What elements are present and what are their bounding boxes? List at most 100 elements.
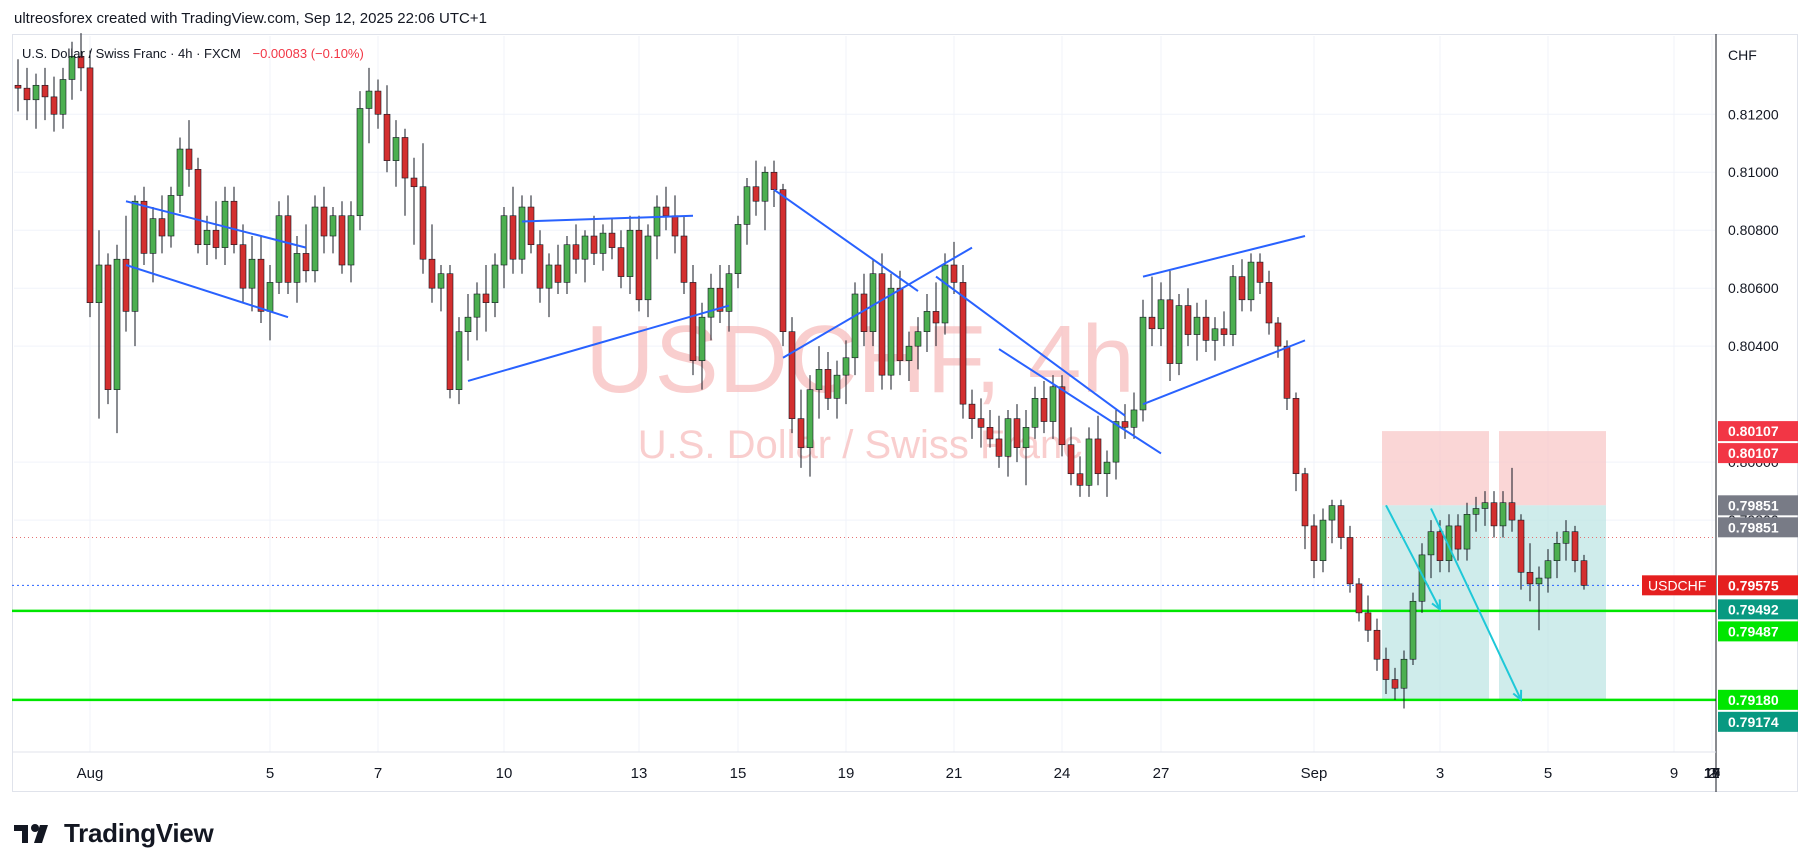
candle	[41, 67, 49, 121]
candle	[1319, 508, 1327, 573]
candle	[905, 331, 913, 381]
candle	[365, 67, 373, 144]
price-label-text: 0.79180	[1728, 692, 1779, 708]
candle-body	[1481, 502, 1489, 509]
price-label-text: 0.79487	[1728, 623, 1779, 639]
candle	[1166, 270, 1174, 381]
candle-body	[977, 418, 985, 428]
candle-body	[815, 369, 823, 390]
candle	[698, 302, 706, 390]
candle-body	[707, 287, 715, 318]
candle	[185, 120, 193, 187]
candle	[689, 265, 697, 376]
candle	[761, 166, 769, 231]
candle	[1103, 450, 1111, 497]
candle-body	[554, 264, 562, 283]
candle-body	[104, 264, 112, 390]
candle	[1355, 578, 1363, 622]
candle	[545, 253, 553, 318]
candle	[1139, 299, 1147, 422]
price-label: 0.79174	[1718, 711, 1798, 732]
projection-arrow	[1385, 504, 1441, 610]
candle	[293, 236, 301, 303]
candle-body	[1535, 577, 1543, 585]
candle	[1067, 427, 1075, 486]
candle-body	[158, 218, 166, 237]
candle-body	[293, 253, 301, 283]
arrow-head	[1512, 689, 1523, 702]
candle	[797, 389, 805, 468]
candle-body	[878, 273, 886, 376]
candle	[473, 282, 481, 341]
pattern-trendline	[125, 200, 307, 249]
candle-body	[842, 357, 850, 376]
x-tick-label: 9	[1670, 765, 1678, 782]
candle-body	[419, 186, 427, 260]
price-label-text: 0.79575	[1728, 577, 1779, 593]
candle	[1553, 531, 1561, 579]
candle	[455, 317, 463, 405]
candle-body	[1157, 299, 1165, 330]
candle-body	[329, 215, 337, 237]
candle	[1400, 650, 1408, 709]
candle-body	[1391, 679, 1399, 689]
x-tick-label: 3	[1436, 765, 1444, 782]
price-label-text: 0.80107	[1728, 445, 1779, 461]
candle	[77, 33, 85, 92]
price-label: 0.79492	[1718, 599, 1798, 620]
candle-body	[1571, 531, 1579, 561]
price-label-bg	[1718, 621, 1798, 642]
chart-frame[interactable]	[12, 34, 1798, 792]
candle-body	[365, 90, 373, 109]
candle	[581, 230, 589, 283]
candle	[1463, 502, 1471, 561]
candle	[959, 265, 967, 419]
candle	[1076, 456, 1084, 497]
candle-body	[797, 418, 805, 448]
target-zone	[1499, 505, 1606, 700]
y-tick-label: 0.81200	[1728, 106, 1779, 122]
candle	[482, 265, 490, 332]
candle	[1022, 409, 1030, 486]
candle-body	[932, 311, 940, 324]
price-label: 0.79575 USDCHF	[1642, 575, 1798, 596]
tradingview-wordmark: TradingView	[64, 818, 214, 848]
candle	[743, 178, 751, 245]
tradingview-logo-icon	[14, 823, 56, 845]
candle-body	[1373, 629, 1381, 660]
candle-body	[41, 84, 49, 98]
candle-body	[626, 229, 634, 277]
candle-body	[482, 293, 490, 303]
candle	[527, 195, 535, 254]
tradingview-logo[interactable]: TradingView	[14, 818, 214, 849]
candle	[1220, 311, 1228, 347]
candle-body	[167, 195, 175, 237]
candle-body	[428, 258, 436, 289]
candle-body	[1409, 600, 1417, 660]
x-tick-label: 10	[496, 765, 513, 782]
candle-body	[1067, 444, 1075, 475]
candle-body	[491, 264, 499, 303]
candle	[833, 360, 841, 419]
candle-body	[1238, 276, 1246, 301]
candle-body	[320, 206, 328, 237]
candle-body	[563, 244, 571, 283]
candle-body	[923, 311, 931, 332]
candle-body	[347, 215, 355, 266]
candle-body	[662, 206, 670, 217]
candle-body	[1274, 322, 1282, 347]
candle	[680, 215, 688, 294]
symbol-watermark: USDCHF, 4h U.S. Dollar / Swiss Franc	[585, 306, 1134, 467]
candle	[113, 244, 121, 434]
candle-body	[95, 264, 103, 303]
candle	[878, 253, 886, 390]
candle	[725, 265, 733, 332]
currency-label: CHF	[1728, 47, 1757, 63]
candle	[671, 195, 679, 254]
axes: 0.812000.810000.808000.806000.804000.800…	[12, 34, 1798, 792]
x-tick-label: 15	[730, 765, 747, 782]
x-tick-label: 5	[1544, 765, 1552, 782]
candle-body	[788, 331, 796, 419]
candle	[752, 160, 760, 216]
